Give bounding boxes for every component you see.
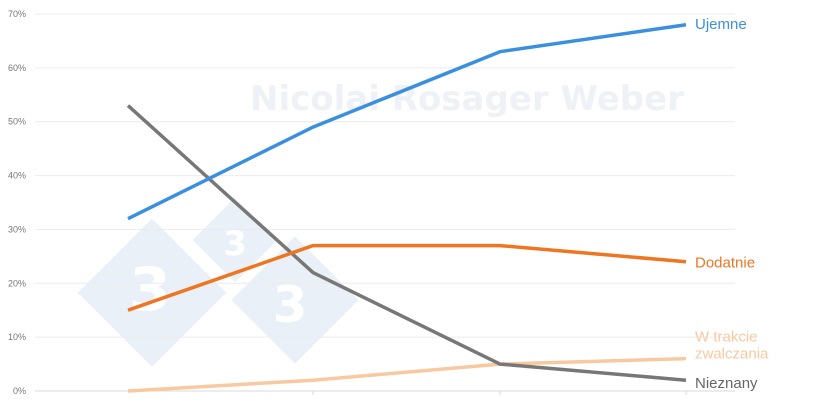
y-tick-label: 40% [8, 171, 26, 181]
y-tick-label: 60% [8, 63, 26, 73]
watermark-text: Nicolai Rosager Weber [250, 79, 684, 119]
series-label: zwalczania [695, 346, 769, 363]
svg-text:3: 3 [273, 276, 308, 334]
y-tick-label: 50% [8, 117, 26, 127]
y-tick-label: 0% [13, 386, 26, 396]
series-line [127, 23, 687, 221]
y-tick-label: 10% [8, 332, 26, 342]
watermark-logo: 3 3 3 [77, 197, 359, 367]
series-label: Ujemne [695, 16, 747, 33]
series-line [126, 104, 687, 382]
series-line [127, 243, 687, 312]
svg-text:3: 3 [129, 255, 171, 325]
svg-text:3: 3 [223, 224, 247, 264]
series-label: Nieznany [695, 375, 758, 392]
y-tick-label: 30% [8, 224, 26, 234]
series-line [127, 356, 687, 393]
series-label: Dodatnie [695, 255, 755, 272]
series-label: W trakcie [695, 329, 758, 346]
y-tick-label: 70% [8, 9, 26, 19]
y-tick-label: 20% [8, 278, 26, 288]
